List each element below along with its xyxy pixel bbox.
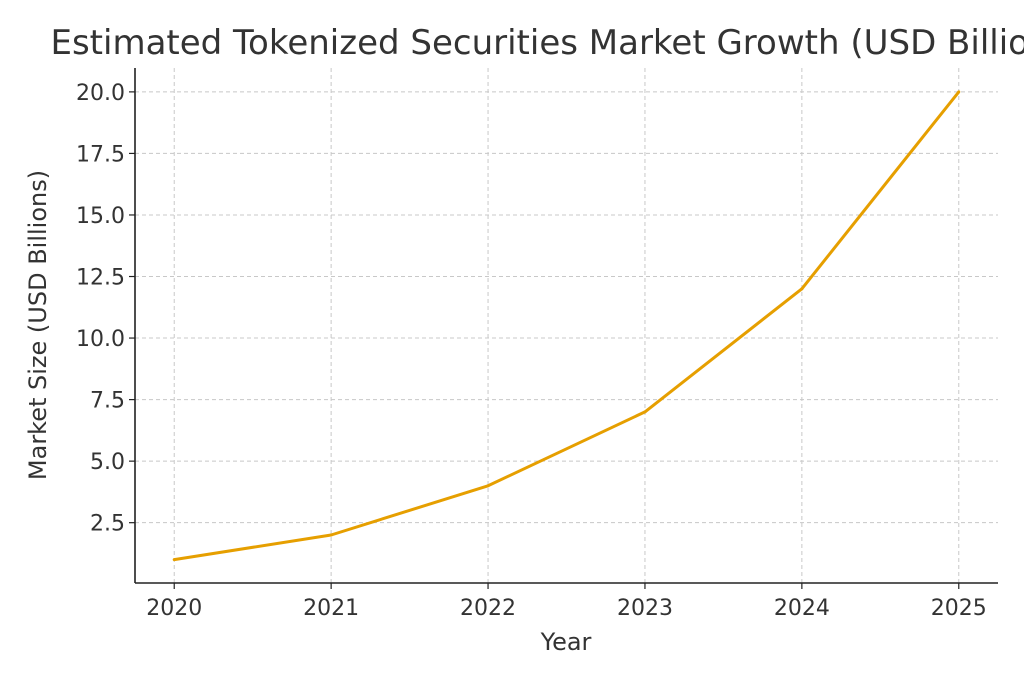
- y-tick-label: 5.0: [90, 450, 125, 475]
- y-tick-label: 7.5: [90, 389, 125, 414]
- y-tick-label: 12.5: [76, 266, 125, 291]
- x-tick-label: 2023: [617, 596, 673, 621]
- grid: [135, 68, 998, 583]
- series-line: [173, 90, 960, 562]
- ticks: 2020 2021 2022 2023 2024 2025 2.5 5.0 7.5 10.0 12.…: [76, 81, 987, 621]
- y-axis-label: Market Size (USD Billions): [24, 170, 52, 480]
- x-axis-label: Year: [540, 628, 592, 656]
- x-tick-label: 2020: [146, 596, 202, 621]
- data-point: [800, 287, 804, 291]
- series: [172, 90, 961, 562]
- x-tick-label: 2021: [303, 596, 359, 621]
- chart-title: Estimated Tokenized Securities Market Gr…: [50, 23, 1024, 63]
- data-point: [486, 484, 490, 488]
- y-tick-label: 10.0: [76, 327, 125, 352]
- y-tick-label: 17.5: [76, 142, 125, 167]
- data-point: [172, 558, 176, 562]
- data-point: [643, 410, 647, 414]
- x-tick-label: 2025: [931, 596, 987, 621]
- y-tick-label: 2.5: [90, 512, 125, 537]
- x-tick-label: 2024: [774, 596, 830, 621]
- y-tick-label: 15.0: [76, 204, 125, 229]
- data-point: [957, 90, 961, 94]
- x-tick-label: 2022: [460, 596, 516, 621]
- y-tick-label: 20.0: [76, 81, 125, 106]
- data-point: [329, 533, 333, 537]
